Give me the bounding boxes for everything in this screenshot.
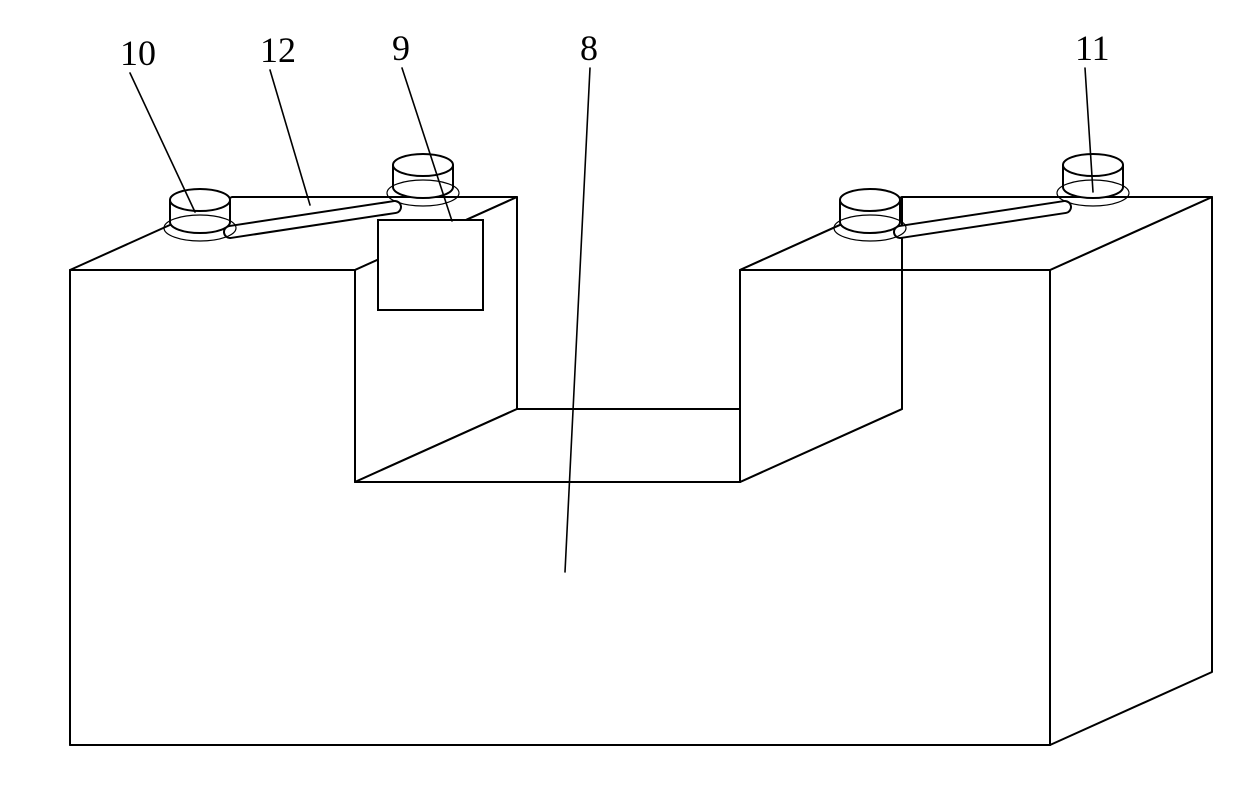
callout-label-10: 10 bbox=[120, 33, 156, 73]
callout-label-12: 12 bbox=[260, 30, 296, 70]
callout-label-8: 8 bbox=[580, 28, 598, 68]
callout-label-11: 11 bbox=[1075, 28, 1110, 68]
plate-9 bbox=[378, 220, 483, 310]
technical-drawing: 8 9 10 11 12 bbox=[0, 0, 1240, 795]
labels: 8 9 10 11 12 bbox=[120, 28, 1110, 73]
u-block bbox=[70, 197, 1212, 745]
callout-label-9: 9 bbox=[392, 28, 410, 68]
